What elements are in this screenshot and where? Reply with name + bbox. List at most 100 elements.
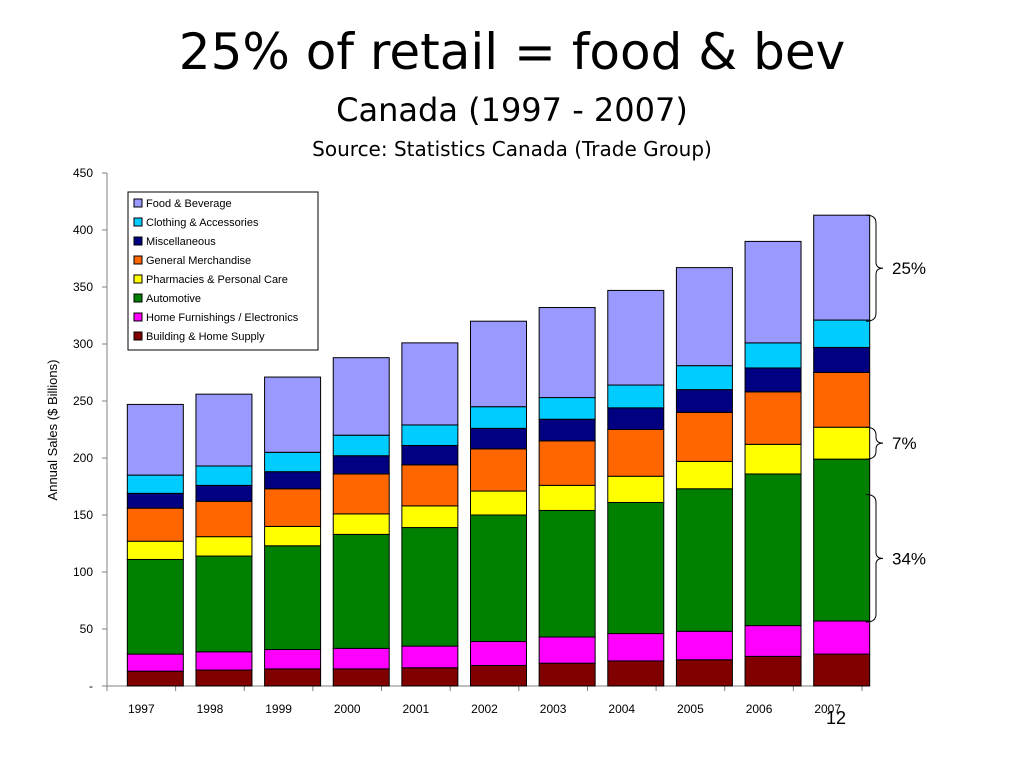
- legend-label: Food & Beverage: [146, 198, 232, 210]
- bar-segment: [332, 533, 390, 649]
- bar-segment: [401, 527, 459, 647]
- annotation-brace: [865, 493, 884, 623]
- bar-segment: [470, 448, 527, 492]
- bar-segment: [607, 407, 665, 430]
- bar-segment: [744, 391, 802, 445]
- x-tick-label: 2001: [403, 702, 430, 716]
- bar-segment: [332, 357, 390, 436]
- bar-segment: [264, 668, 322, 687]
- legend-swatch: [133, 236, 143, 246]
- bar-segment: [744, 342, 802, 369]
- annotation-brace: [865, 426, 884, 460]
- bar-segment: [332, 513, 390, 535]
- legend-swatch: [133, 331, 143, 341]
- bar-segment: [538, 484, 596, 511]
- bar-segment: [813, 620, 871, 655]
- bar-segment: [332, 434, 390, 457]
- y-tick-label: 250: [73, 394, 93, 408]
- x-tick-label: 1997: [128, 702, 155, 716]
- bar-segment: [126, 403, 184, 476]
- bar-segment: [195, 484, 253, 502]
- y-tick-label: 100: [73, 565, 93, 579]
- page-number: 12: [826, 708, 847, 728]
- bar-segment: [538, 440, 596, 486]
- annotation-brace: [865, 214, 884, 322]
- bar-segment: [195, 651, 253, 671]
- bar-segment: [264, 471, 322, 490]
- bar-segment: [126, 653, 184, 672]
- bar-segment: [813, 319, 871, 348]
- bar-segment: [401, 444, 459, 466]
- bar-segment: [744, 655, 802, 687]
- legend-label: Pharmacies & Personal Care: [146, 274, 288, 286]
- x-tick-label: 2003: [540, 702, 567, 716]
- y-tick-label: 350: [73, 280, 93, 294]
- bar-segment: [607, 429, 665, 477]
- bar-segment: [470, 427, 527, 450]
- bar-segment: [264, 545, 322, 651]
- bar-segment: [538, 662, 596, 687]
- bar-segment: [470, 641, 527, 666]
- y-tick-label: 50: [80, 622, 94, 636]
- bar-segment: [744, 240, 802, 344]
- x-tick-label: 1999: [265, 702, 292, 716]
- bar-segment: [401, 342, 459, 426]
- bar-segment: [470, 664, 527, 687]
- legend-label: Miscellaneous: [146, 236, 216, 248]
- annotation-label: 7%: [892, 434, 917, 453]
- x-tick-label: 2007: [814, 702, 841, 716]
- legend-label: Automotive: [146, 293, 201, 305]
- bar-segment: [675, 365, 733, 391]
- bar-segment: [675, 630, 733, 661]
- bar-segment: [744, 473, 802, 627]
- bar-segment: [264, 488, 322, 527]
- legend-swatch: [133, 255, 143, 265]
- bar-segment: [126, 507, 184, 542]
- bar-segment: [332, 455, 390, 475]
- bar-segment: [401, 464, 459, 507]
- legend-label: Home Furnishings / Electronics: [146, 312, 299, 324]
- bar-segment: [538, 307, 596, 399]
- bar-segment: [332, 647, 390, 670]
- bar-segment: [401, 424, 459, 446]
- bar-segment: [195, 465, 253, 486]
- bar-segment: [813, 214, 871, 321]
- bar-segment: [538, 397, 596, 420]
- bar-segment: [744, 625, 802, 657]
- bar-segment: [675, 659, 733, 687]
- bar-segment: [264, 649, 322, 670]
- y-tick-label: -: [89, 679, 93, 693]
- bar-segment: [607, 289, 665, 386]
- bar-segment: [607, 501, 665, 635]
- x-tick-label: 2004: [608, 702, 635, 716]
- slide-title: 25% of retail = food & bev: [178, 23, 846, 81]
- bar-segment: [675, 389, 733, 413]
- y-tick-label: 450: [73, 166, 93, 180]
- legend-box: [127, 191, 319, 351]
- bar-segment: [470, 490, 527, 516]
- bar-segment: [607, 660, 665, 687]
- bar-segment: [126, 492, 184, 509]
- legend-label: Clothing & Accessories: [146, 217, 259, 229]
- source-line: Source: Statistics Canada (Trade Group): [312, 137, 712, 161]
- bar-segment: [401, 667, 459, 687]
- bar-segment: [195, 536, 253, 557]
- bar-segment: [195, 555, 253, 653]
- legend-label: Building & Home Supply: [146, 331, 265, 343]
- bar-segment: [538, 418, 596, 442]
- legend-swatch: [133, 293, 143, 303]
- bar-segment: [813, 458, 871, 622]
- bar-segment: [470, 406, 527, 429]
- bar-segment: [607, 475, 665, 503]
- bar-segment: [470, 514, 527, 643]
- bar-segment: [675, 460, 733, 490]
- y-tick-label: 200: [73, 451, 93, 465]
- bar-segment: [126, 558, 184, 655]
- bar-segment: [126, 670, 184, 687]
- bar-segment: [538, 636, 596, 664]
- bar-segment: [264, 376, 322, 453]
- x-tick-label: 2005: [677, 702, 704, 716]
- bar-segment: [195, 393, 253, 467]
- y-tick-label: 150: [73, 508, 93, 522]
